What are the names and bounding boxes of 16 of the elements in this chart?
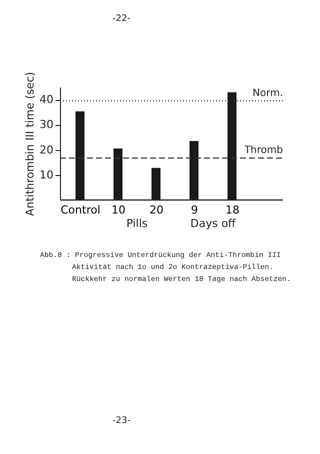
text: -23- [112, 416, 130, 426]
y-tick-label: 10 [40, 168, 54, 182]
x-tick-label: 18 [226, 204, 240, 216]
x-tick-label: 20 [150, 204, 164, 216]
y-axis-title: Antithrombin III time (sec) [24, 72, 37, 216]
y-tick-label: 20 [40, 143, 54, 156]
text: Days off [190, 217, 236, 230]
ref-line-label: Thromb [243, 145, 283, 156]
x-tick-label: 9 [191, 204, 198, 216]
ref-line-label: Norm. [252, 88, 283, 99]
y-tick-label: 30 [40, 118, 54, 132]
x-tick-label: Control [60, 204, 100, 216]
y-tick-label: 40 [40, 93, 54, 106]
text: -22- [112, 14, 130, 24]
text: Pills [126, 217, 148, 230]
x-tick-label: 10 [112, 204, 126, 216]
